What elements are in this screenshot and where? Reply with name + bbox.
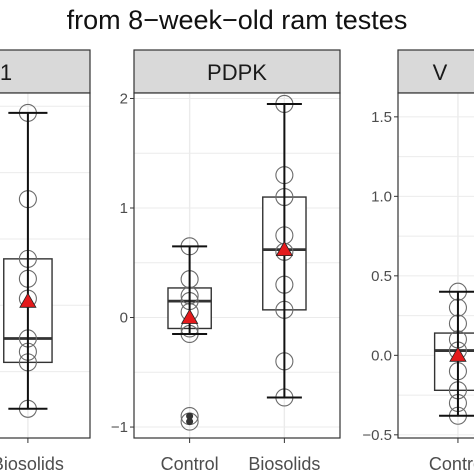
strip-header xyxy=(0,49,91,94)
mean-marker xyxy=(19,292,37,308)
x-tick-label: Control xyxy=(161,454,219,474)
strip-header xyxy=(397,49,474,94)
y-tick-label: 0.0 xyxy=(371,347,392,364)
strip-label: PDPK xyxy=(207,60,267,85)
mean-marker xyxy=(180,308,199,324)
y-tick-label: −1 xyxy=(111,419,128,436)
y-tick-label: 0 xyxy=(120,310,128,327)
strip-label: 1 xyxy=(0,60,12,85)
y-tick-label: 0.5 xyxy=(371,268,392,285)
panel-border xyxy=(0,92,91,439)
y-tick-label: 2 xyxy=(120,90,128,107)
mean-marker xyxy=(275,240,294,257)
outlier-point xyxy=(186,412,194,420)
y-tick-label: 1.5 xyxy=(371,109,392,126)
outlier-point xyxy=(186,418,194,426)
y-tick-label: −0.5 xyxy=(362,427,392,444)
x-tick-label: Biosolids xyxy=(0,454,64,474)
panel-background xyxy=(134,93,340,438)
x-tick-label: Biosolids xyxy=(248,454,320,474)
strip-label: V xyxy=(433,60,448,85)
panel-border xyxy=(397,92,474,439)
mean-marker xyxy=(449,346,467,362)
panel-border xyxy=(133,92,341,439)
y-tick-label: 1.0 xyxy=(371,188,392,205)
x-tick-label: Control xyxy=(429,454,474,474)
figure-title: from 8−week−old ram testes xyxy=(66,5,408,35)
y-tick-label: 1 xyxy=(120,200,128,217)
